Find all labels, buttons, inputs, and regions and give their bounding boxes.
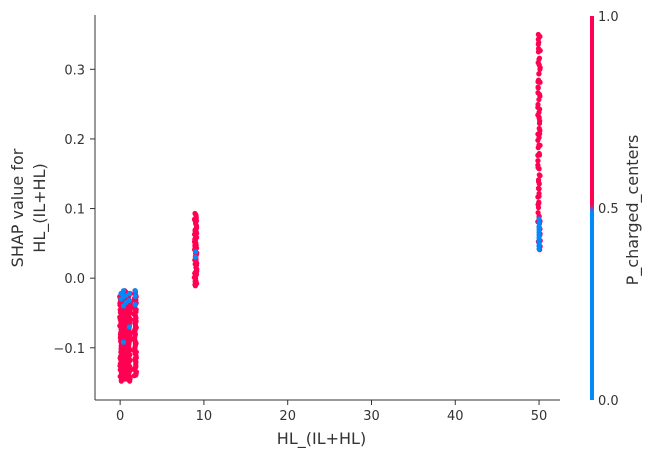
data-point-pink <box>536 199 542 205</box>
data-point-pink <box>535 31 541 38</box>
data-point-pink <box>535 77 542 83</box>
y-axis-label-line-2: HL_(IL+HL) <box>30 163 50 252</box>
data-point-pink <box>536 125 542 132</box>
data-point-blue <box>192 254 199 260</box>
x-tick-label: 0 <box>116 409 124 424</box>
data-point-blue <box>192 249 199 255</box>
y-axis-label-line-1: SHAP value for <box>8 148 27 267</box>
x-tick-label: 30 <box>363 409 380 424</box>
data-point-blue <box>132 288 138 294</box>
x-tick-label: 40 <box>447 409 464 424</box>
data-point-pink <box>536 190 542 197</box>
data-point-pink <box>536 172 542 178</box>
x-axis-label: HL_(IL+HL) <box>277 429 366 449</box>
data-point-blue <box>120 339 127 345</box>
x-tick-label: 50 <box>531 409 548 424</box>
data-point-pink <box>535 158 541 164</box>
data-point-pink <box>535 185 542 191</box>
data-point-blue <box>132 302 138 308</box>
data-point-blue <box>126 324 132 330</box>
data-point-pink <box>535 101 541 108</box>
data-point-blue <box>126 290 132 297</box>
data-point-pink <box>536 71 542 77</box>
y-tick-label: 0.3 <box>64 63 85 78</box>
data-point-pink <box>535 90 541 96</box>
colorbar-tick-label: 0.5 <box>598 202 619 217</box>
data-point-pink <box>535 162 541 168</box>
data-point-pink <box>535 45 542 52</box>
data-point-blue <box>126 297 132 304</box>
data-point-pink <box>536 55 543 61</box>
data-point-blue <box>120 288 127 294</box>
data-point-pink <box>536 142 542 148</box>
data-points <box>117 31 543 384</box>
axes: 0 10 20 30 40 50−0.10.00.10.20.3HL_(IL+HL)SHA… <box>8 15 560 449</box>
colorbar-gradient <box>590 16 594 400</box>
y-tick-label: 0.2 <box>64 133 85 148</box>
data-point-pink <box>535 210 541 216</box>
y-tick-label: 0.0 <box>64 272 85 287</box>
y-tick-label: −0.1 <box>53 342 85 357</box>
colorbar-label: P_charged_centers <box>623 135 643 286</box>
colorbar: 1.0 0.5 0.0 P_charged_centers <box>590 10 643 409</box>
data-point-pink <box>535 84 541 90</box>
data-point-pink <box>536 150 542 157</box>
y-tick-label: 0.1 <box>64 203 85 218</box>
x-tick-label: 10 <box>196 409 213 424</box>
colorbar-tick-label: 0.0 <box>598 394 619 409</box>
data-point-blue <box>536 224 542 230</box>
colorbar-tick-label: 1.0 <box>598 10 619 25</box>
data-point-blue <box>132 293 138 299</box>
data-point-blue <box>536 216 542 222</box>
data-point-pink <box>535 177 542 183</box>
x-tick-label: 20 <box>279 409 296 424</box>
data-point-pink <box>192 210 198 217</box>
